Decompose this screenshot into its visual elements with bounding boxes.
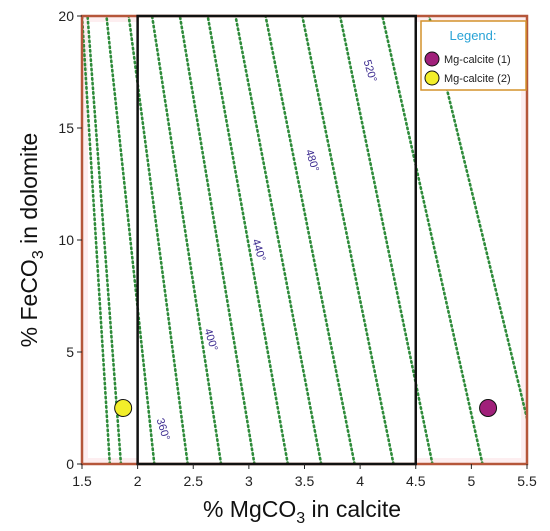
isotherm-line-9 — [264, 16, 356, 464]
point-1-1 — [479, 399, 498, 417]
x-tick-label-1: 2 — [134, 473, 142, 489]
x-axis-title-part-2: in calcite — [305, 496, 401, 522]
x-axis-title: % MgCO3 in calcite — [203, 496, 401, 527]
y-tick-label-4: 20 — [58, 8, 74, 24]
y-tick-label-1: 5 — [66, 344, 74, 360]
x-tick-label-2: 2.5 — [184, 473, 204, 489]
isotherm-line-6 — [178, 16, 256, 464]
x-axis-title-subscript: 3 — [296, 510, 305, 527]
isotherm-line-5 — [150, 16, 223, 464]
isotherm-line-12 — [381, 16, 484, 464]
x-tick-label-5: 4 — [356, 473, 364, 489]
isotherm-line-10 — [300, 16, 395, 464]
inner-region-fill — [137, 16, 416, 464]
legend-swatch-mg-calcite-1 — [424, 51, 440, 67]
legend-label-mg-calcite-2: Mg-calcite (2) — [444, 73, 511, 85]
legend-swatch-mg-calcite-2 — [424, 70, 440, 86]
x-tick-label-8: 5.5 — [517, 473, 537, 489]
x-axis-title-part-1: % MgCO — [203, 496, 296, 522]
inner-region-box — [136, 14, 417, 466]
isotherm-line-11 — [338, 16, 434, 464]
y-axis-title-subscript: 3 — [30, 250, 47, 259]
isotherm-lines — [82, 16, 527, 464]
x-tick-label-3: 3 — [245, 473, 253, 489]
isotherm-line-2 — [86, 16, 123, 464]
y-tick-label-3: 15 — [58, 120, 74, 136]
x-tick-label-4: 3.5 — [295, 473, 315, 489]
y-axis-title-part-2: in dolomite — [16, 133, 42, 251]
y-axis-title-part-1: % FeCO — [16, 259, 42, 347]
isotherm-line-1 — [82, 16, 112, 464]
x-tick-label-0: 1.5 — [72, 473, 92, 489]
point-2-1 — [114, 399, 133, 417]
isotherm-group — [82, 16, 527, 464]
y-tick-label-0: 0 — [66, 456, 74, 472]
isotherm-line-7 — [206, 16, 290, 464]
x-tick-label-7: 5 — [467, 473, 475, 489]
legend-title: Legend: — [450, 28, 497, 43]
isotherm-line-8 — [234, 16, 323, 464]
isotherm-line-3 — [105, 16, 156, 464]
legend-label-mg-calcite-1: Mg-calcite (1) — [444, 54, 511, 66]
x-tick-label-6: 4.5 — [406, 473, 426, 489]
y-tick-label-2: 10 — [58, 232, 74, 248]
axis-ticks: 1.5 2 2.5 3 3.5 4 4.5 5 5.5 0 5 10 15 20 — [58, 8, 537, 489]
legend: Legend: Mg-calcite (1) Mg-calcite (2) — [420, 20, 527, 91]
y-axis-title: % FeCO3 in dolomite — [16, 133, 47, 348]
data-points — [114, 399, 498, 417]
